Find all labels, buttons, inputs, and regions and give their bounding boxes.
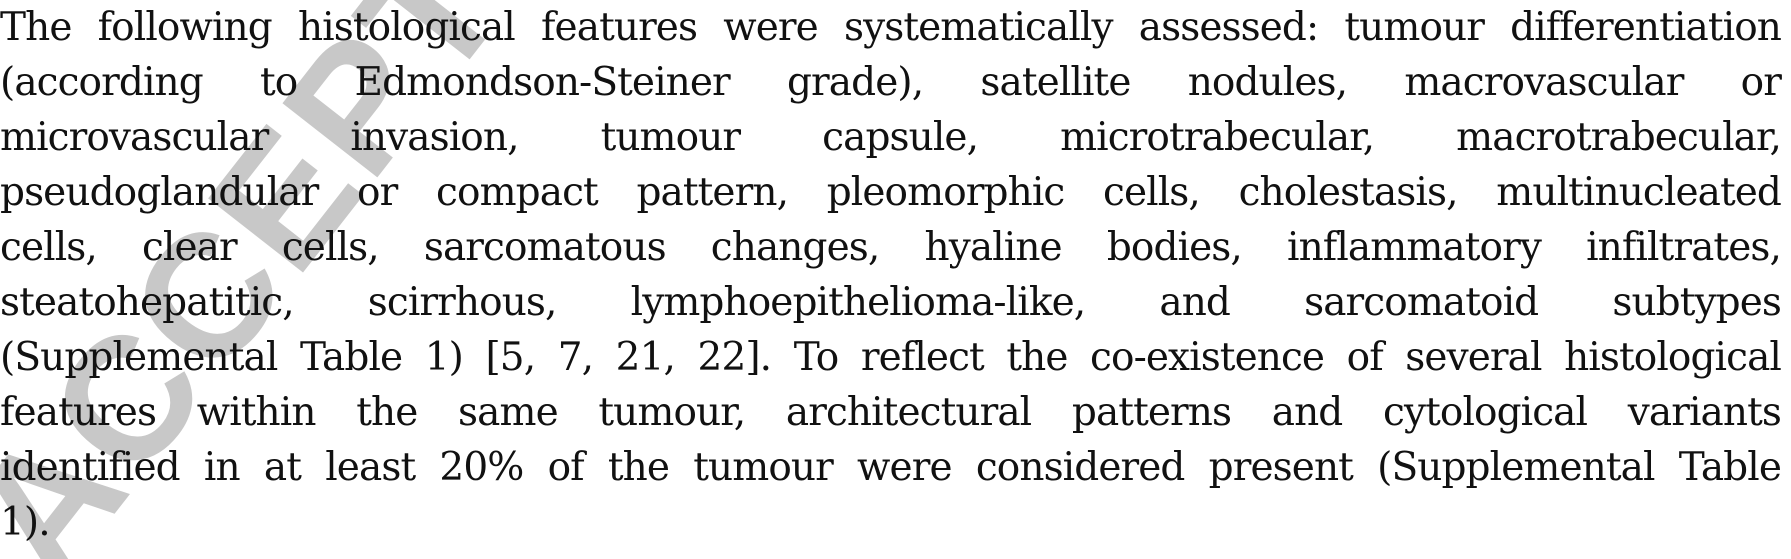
paragraph-line: features within the same tumour, archite… (0, 390, 1782, 435)
body-paragraph: The following histological features were… (0, 5, 1782, 545)
paragraph-line: pseudoglandular or compact pattern, pleo… (0, 170, 1782, 215)
paragraph-line: (Supplemental Table 1) [5, 7, 21, 22]. T… (0, 335, 1782, 380)
paragraph-line: steatohepatitic, scirrhous, lymphoepithe… (0, 280, 1782, 325)
paragraph-line: cells, clear cells, sarcomatous changes,… (0, 225, 1782, 270)
paragraph-line: (according to Edmondson-Steiner grade), … (0, 60, 1782, 105)
paragraph-line: The following histological features were… (0, 5, 1782, 50)
paragraph-line: 1). (0, 500, 51, 545)
paragraph-line: microvascular invasion, tumour capsule, … (0, 115, 1782, 160)
paragraph-line: identified in at least 20% of the tumour… (0, 445, 1782, 490)
